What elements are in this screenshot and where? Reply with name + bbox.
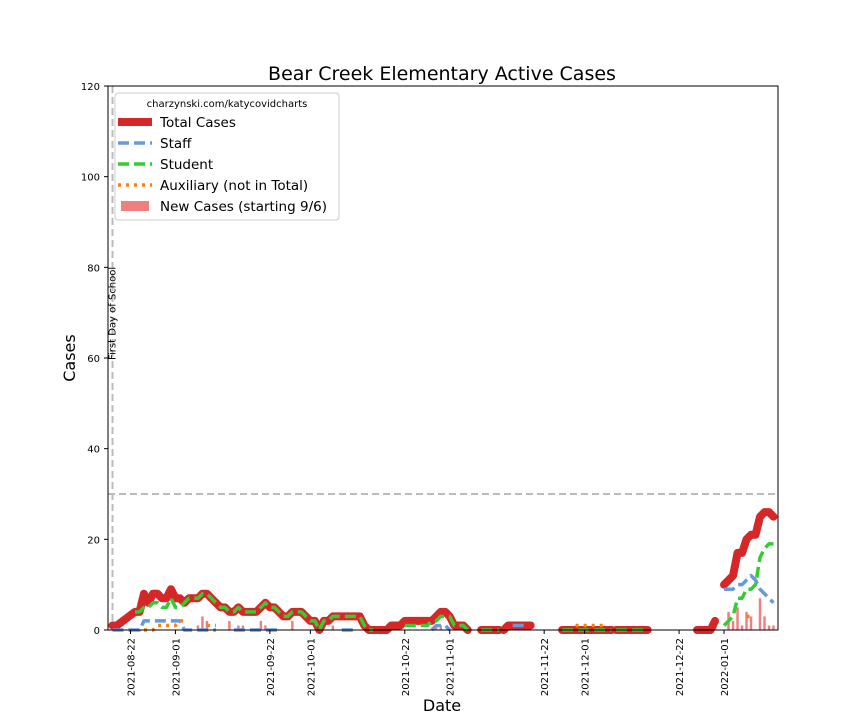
new-cases-bar [291, 620, 294, 630]
student-series-line [722, 542, 774, 627]
axes: 0 20 40 60 80 100 120 2021-08-22 2021-09-01 2021-… [81, 82, 731, 696]
new-cases-bar [439, 625, 442, 630]
new-cases-bar [772, 625, 775, 630]
new-cases-bar [237, 625, 240, 630]
first-day-label: First Day of School [107, 267, 118, 360]
new-cases-bar [736, 607, 739, 630]
x-tick-label: 2021-12-01 [581, 638, 592, 696]
y-tick-label: 120 [81, 82, 100, 93]
legend-entry: Student [160, 157, 213, 173]
legend-title: charzynski.com/katycovidcharts [147, 99, 308, 110]
y-tick-label: 20 [87, 535, 100, 546]
total-cases-series-line [693, 616, 720, 634]
legend-entry: New Cases (starting 9/6) [160, 199, 327, 215]
x-tick-label: 2021-10-01 [306, 638, 317, 696]
y-axis-label: Cases [60, 334, 79, 382]
new-cases-bar [740, 625, 744, 630]
new-cases-bar [745, 611, 748, 630]
new-cases-bar [731, 620, 735, 630]
new-cases-bar [763, 616, 766, 630]
x-tick-label: 2021-12-22 [675, 638, 686, 696]
y-tick-label: 0 [94, 626, 100, 637]
new-cases-bar [241, 625, 245, 630]
y-tick-label: 100 [81, 173, 100, 184]
new-cases-bar [758, 598, 762, 630]
staff-series-line [430, 623, 451, 632]
y-tick-label: 40 [87, 445, 100, 456]
x-tick-label: 2021-09-01 [171, 638, 182, 696]
total-cases-series-line [720, 508, 778, 589]
staff-series-line [112, 619, 216, 632]
new-cases-bar [201, 616, 204, 630]
x-tick-label: 2021-11-01 [446, 638, 457, 696]
y-tick-label: 80 [87, 263, 100, 274]
student-series-line [404, 614, 469, 632]
new-cases-bar [767, 625, 771, 630]
y-tick-label: 60 [87, 354, 100, 365]
new-cases-bar [205, 620, 209, 630]
x-tick-label: 2021-11-22 [540, 638, 551, 696]
legend: charzynski.com/katycovidcharts Total Case… [114, 92, 340, 221]
x-tick-label: 2021-10-22 [401, 638, 412, 696]
legend-entry: Staff [160, 136, 192, 152]
student-series-line [134, 591, 374, 632]
new-cases-bar [331, 625, 335, 630]
new-cases-bar [228, 620, 231, 630]
legend-swatch [121, 201, 149, 211]
legend-entry: Total Cases [159, 115, 236, 131]
new-cases-bar [259, 620, 263, 630]
x-tick-label: 2021-09-22 [266, 638, 277, 696]
new-cases-bar [264, 625, 267, 630]
new-cases-bar [749, 616, 753, 630]
staff-series-line [724, 573, 775, 605]
x-axis-label: Date [423, 696, 461, 715]
x-tick-label: 2021-08-22 [126, 638, 137, 696]
x-tick-label: 2022-01-01 [720, 638, 731, 696]
legend-box [114, 92, 340, 221]
total-cases-series-line [108, 585, 472, 634]
chart-title: Bear Creek Elementary Active Cases [268, 63, 616, 85]
legend-entry: Auxiliary (not in Total) [160, 178, 308, 194]
new-cases-bar [196, 625, 200, 630]
